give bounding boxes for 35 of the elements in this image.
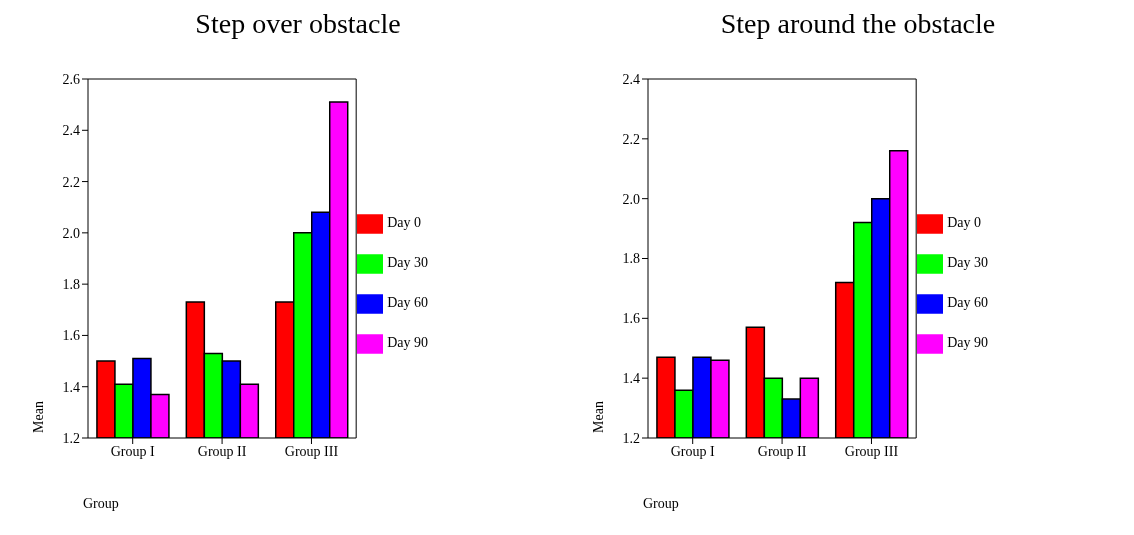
y-tick-label: 2.4 — [622, 71, 640, 87]
x-tick-label: Group II — [197, 443, 247, 459]
y-tick-label: 1.2 — [622, 430, 640, 446]
legend-label: Day 30 — [387, 255, 428, 270]
legend-label: Day 0 — [947, 215, 981, 230]
y-tick-label: 2.0 — [622, 191, 640, 207]
legend-label: Day 30 — [947, 255, 988, 270]
x-axis-title: Group — [643, 496, 679, 511]
y-tick-label: 1.8 — [622, 251, 640, 267]
y-tick-label: 2.2 — [62, 174, 80, 190]
legend-label: Day 90 — [947, 335, 988, 350]
y-tick-label: 1.4 — [62, 379, 80, 395]
x-tick-label: Group II — [757, 443, 807, 459]
x-tick-label: Group III — [844, 443, 899, 459]
x-tick-label: Group I — [110, 443, 155, 459]
legend-label: Day 0 — [387, 215, 421, 230]
y-axis-title: Mean — [591, 401, 606, 433]
y-tick-label: 1.2 — [62, 430, 80, 446]
y-axis-title: Mean — [31, 401, 46, 433]
y-tick-label: 1.4 — [622, 371, 640, 387]
x-axis-title: Group — [83, 496, 119, 511]
legend-label: Day 60 — [387, 295, 428, 310]
y-tick-label: 1.6 — [62, 328, 80, 344]
y-tick-label: 2.6 — [62, 71, 80, 87]
chart-title: Step over obstacle — [194, 8, 402, 41]
x-tick-label: Group I — [670, 443, 715, 459]
x-tick-label: Group III — [284, 443, 339, 459]
legend-label: Day 60 — [947, 295, 988, 310]
y-tick-label: 1.6 — [622, 311, 640, 327]
y-tick-label: 2.4 — [62, 123, 80, 139]
y-tick-label: 2.2 — [622, 131, 640, 147]
y-tick-label: 2.0 — [62, 225, 80, 241]
y-tick-label: 1.8 — [62, 277, 80, 293]
chart-title: Step around the obstacle — [719, 8, 997, 41]
legend-label: Day 90 — [387, 335, 428, 350]
